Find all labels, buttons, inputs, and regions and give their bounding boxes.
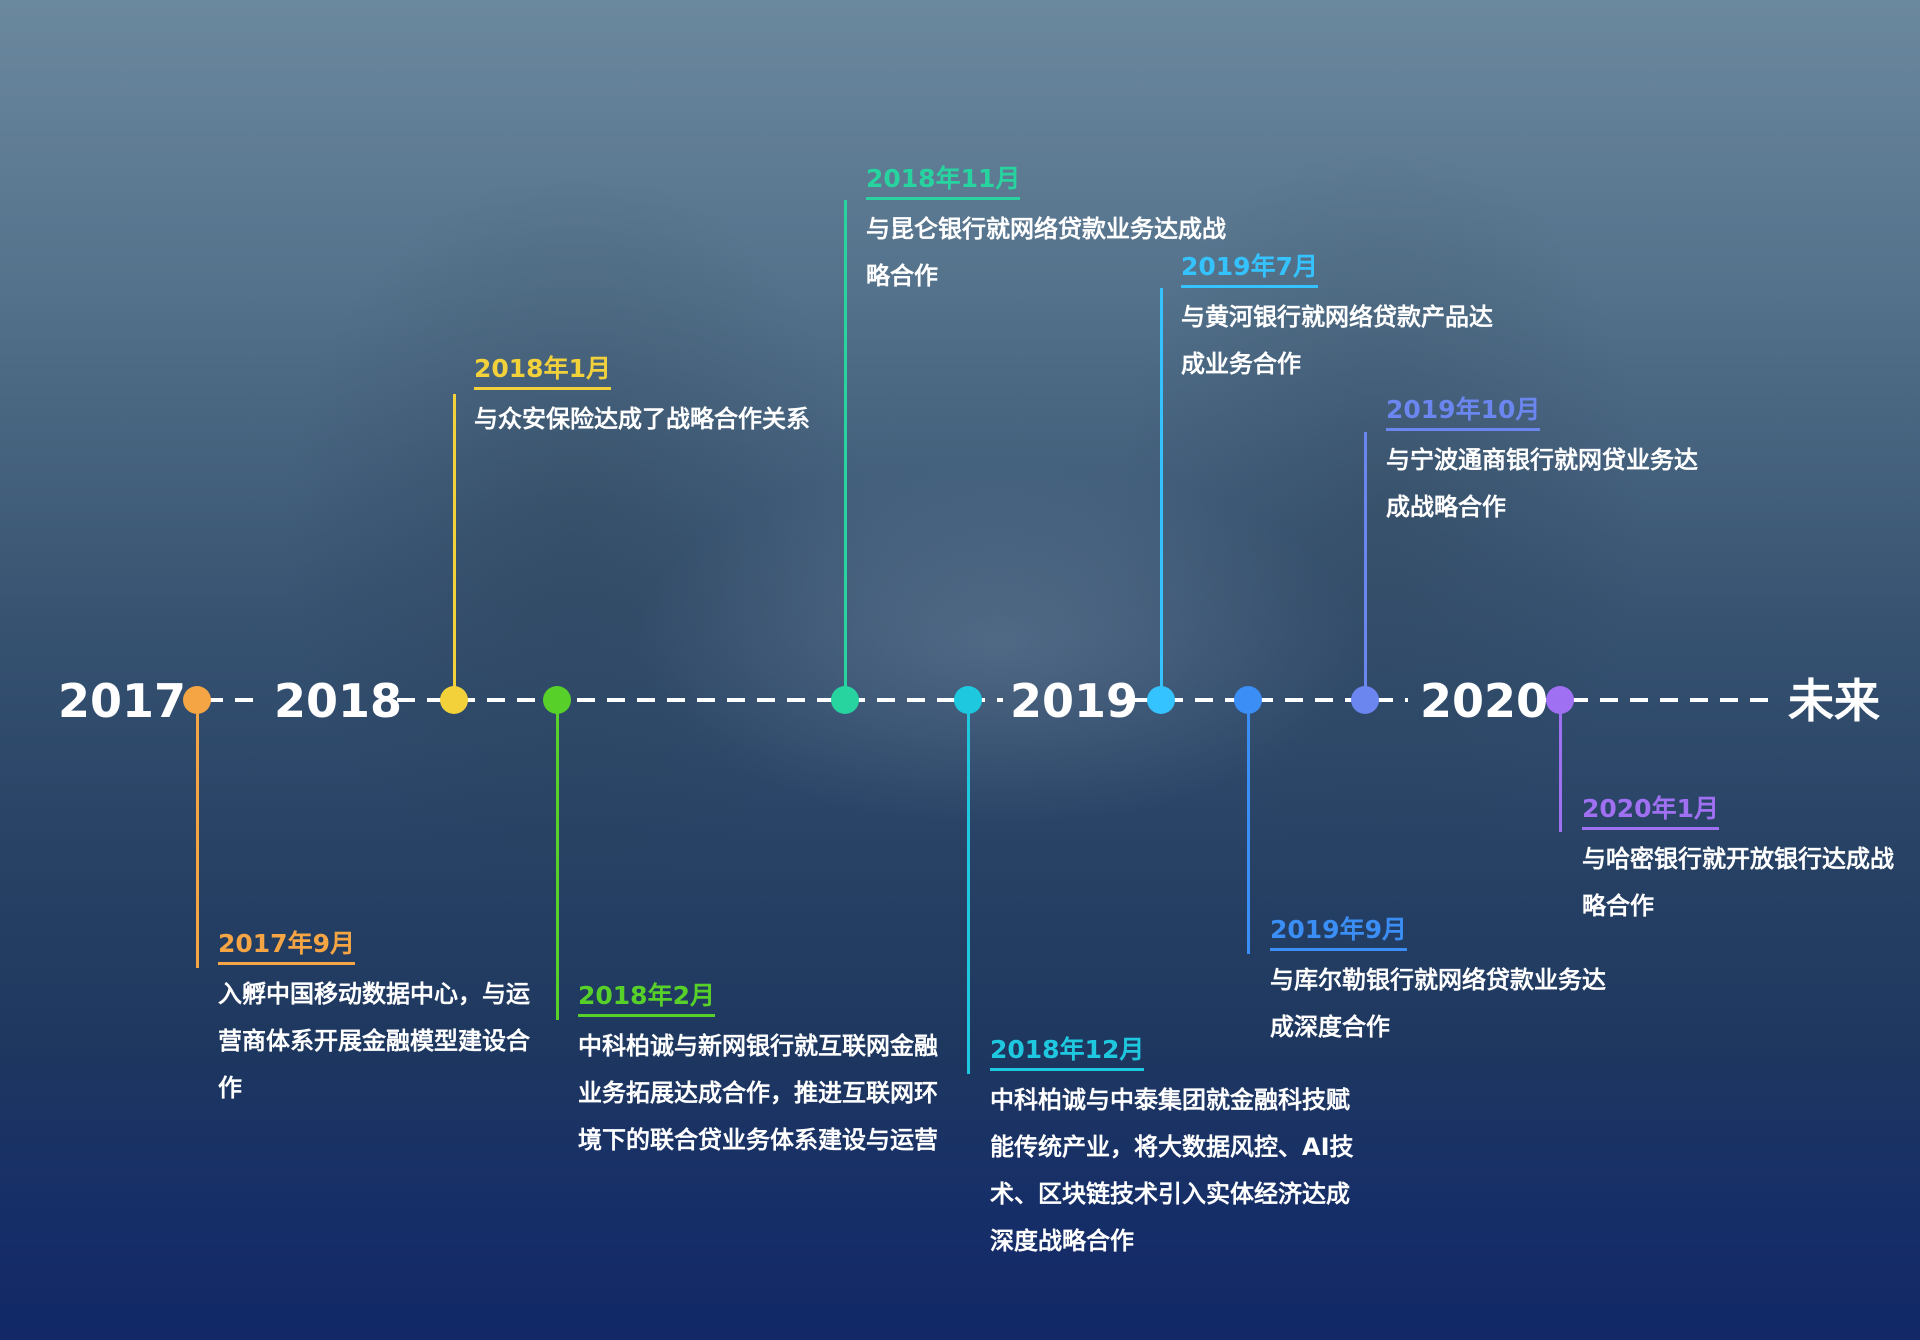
event-date: 2018年1月 xyxy=(474,355,611,390)
event-2019-9: 2019年9月 与库尔勒银行就网络贷款业务达成深度合作 xyxy=(1270,916,1608,1051)
event-2019-10: 2019年10月 与宁波通商银行就网贷业务达成战略合作 xyxy=(1386,396,1720,531)
event-connector-2019-7 xyxy=(1160,288,1163,700)
event-description: 与哈密银行就开放银行达成战略合作 xyxy=(1582,844,1894,920)
event-date: 2017年9月 xyxy=(218,930,355,965)
event-description: 与众安保险达成了战略合作关系 xyxy=(474,404,810,433)
year-label-2018: 2018 xyxy=(274,674,403,728)
event-2020-1: 2020年1月 与哈密银行就开放银行达成战略合作 xyxy=(1582,795,1912,930)
event-connector-2018-1 xyxy=(453,394,456,700)
event-description: 与宁波通商银行就网贷业务达成战略合作 xyxy=(1386,445,1698,521)
event-2018-12: 2018年12月 中科柏诚与中泰集团就金融科技赋能传统产业，将大数据风控、AI技… xyxy=(990,1036,1364,1265)
event-2017-9: 2017年9月 入孵中国移动数据中心，与运营商体系开展金融模型建设合作 xyxy=(218,930,540,1112)
event-connector-2019-10 xyxy=(1364,432,1367,700)
event-description: 与昆仑银行就网络贷款业务达成战略合作 xyxy=(866,214,1226,290)
event-description: 中科柏诚与中泰集团就金融科技赋能传统产业，将大数据风控、AI技术、区块链技术引入… xyxy=(990,1085,1354,1255)
year-label-2020: 2020 xyxy=(1420,674,1549,728)
event-date: 2019年10月 xyxy=(1386,396,1541,431)
event-connector-2018-11 xyxy=(844,200,847,700)
event-2019-7: 2019年7月 与黄河银行就网络贷款产品达成业务合作 xyxy=(1181,253,1511,388)
year-label-2017: 2017 xyxy=(58,674,187,728)
event-connector-2018-12 xyxy=(967,700,970,1074)
event-date: 2018年12月 xyxy=(990,1036,1145,1071)
event-description: 与库尔勒银行就网络贷款业务达成深度合作 xyxy=(1270,965,1606,1041)
event-date: 2018年2月 xyxy=(578,982,715,1017)
event-description: 入孵中国移动数据中心，与运营商体系开展金融模型建设合作 xyxy=(218,979,530,1102)
event-date: 2020年1月 xyxy=(1582,795,1719,830)
event-connector-2017-9 xyxy=(196,700,199,968)
event-2018-11: 2018年11月 与昆仑银行就网络贷款业务达成战略合作 xyxy=(866,165,1242,300)
event-2018-2: 2018年2月 中科柏诚与新网银行就互联网金融业务拓展达成合作，推进互联网环境下… xyxy=(578,982,952,1164)
event-description: 中科柏诚与新网银行就互联网金融业务拓展达成合作，推进互联网环境下的联合贷业务体系… xyxy=(578,1031,938,1154)
event-description: 与黄河银行就网络贷款产品达成业务合作 xyxy=(1181,302,1493,378)
event-connector-2020-1 xyxy=(1559,700,1562,832)
event-date: 2018年11月 xyxy=(866,165,1021,200)
year-label-2019: 2019 xyxy=(1010,674,1139,728)
event-2018-1: 2018年1月 与众安保险达成了战略合作关系 xyxy=(474,355,874,443)
event-date: 2019年7月 xyxy=(1181,253,1318,288)
event-date: 2019年9月 xyxy=(1270,916,1407,951)
event-connector-2018-2 xyxy=(556,700,559,1020)
event-connector-2019-9 xyxy=(1247,700,1250,954)
year-label-future: 未来 xyxy=(1788,674,1880,728)
